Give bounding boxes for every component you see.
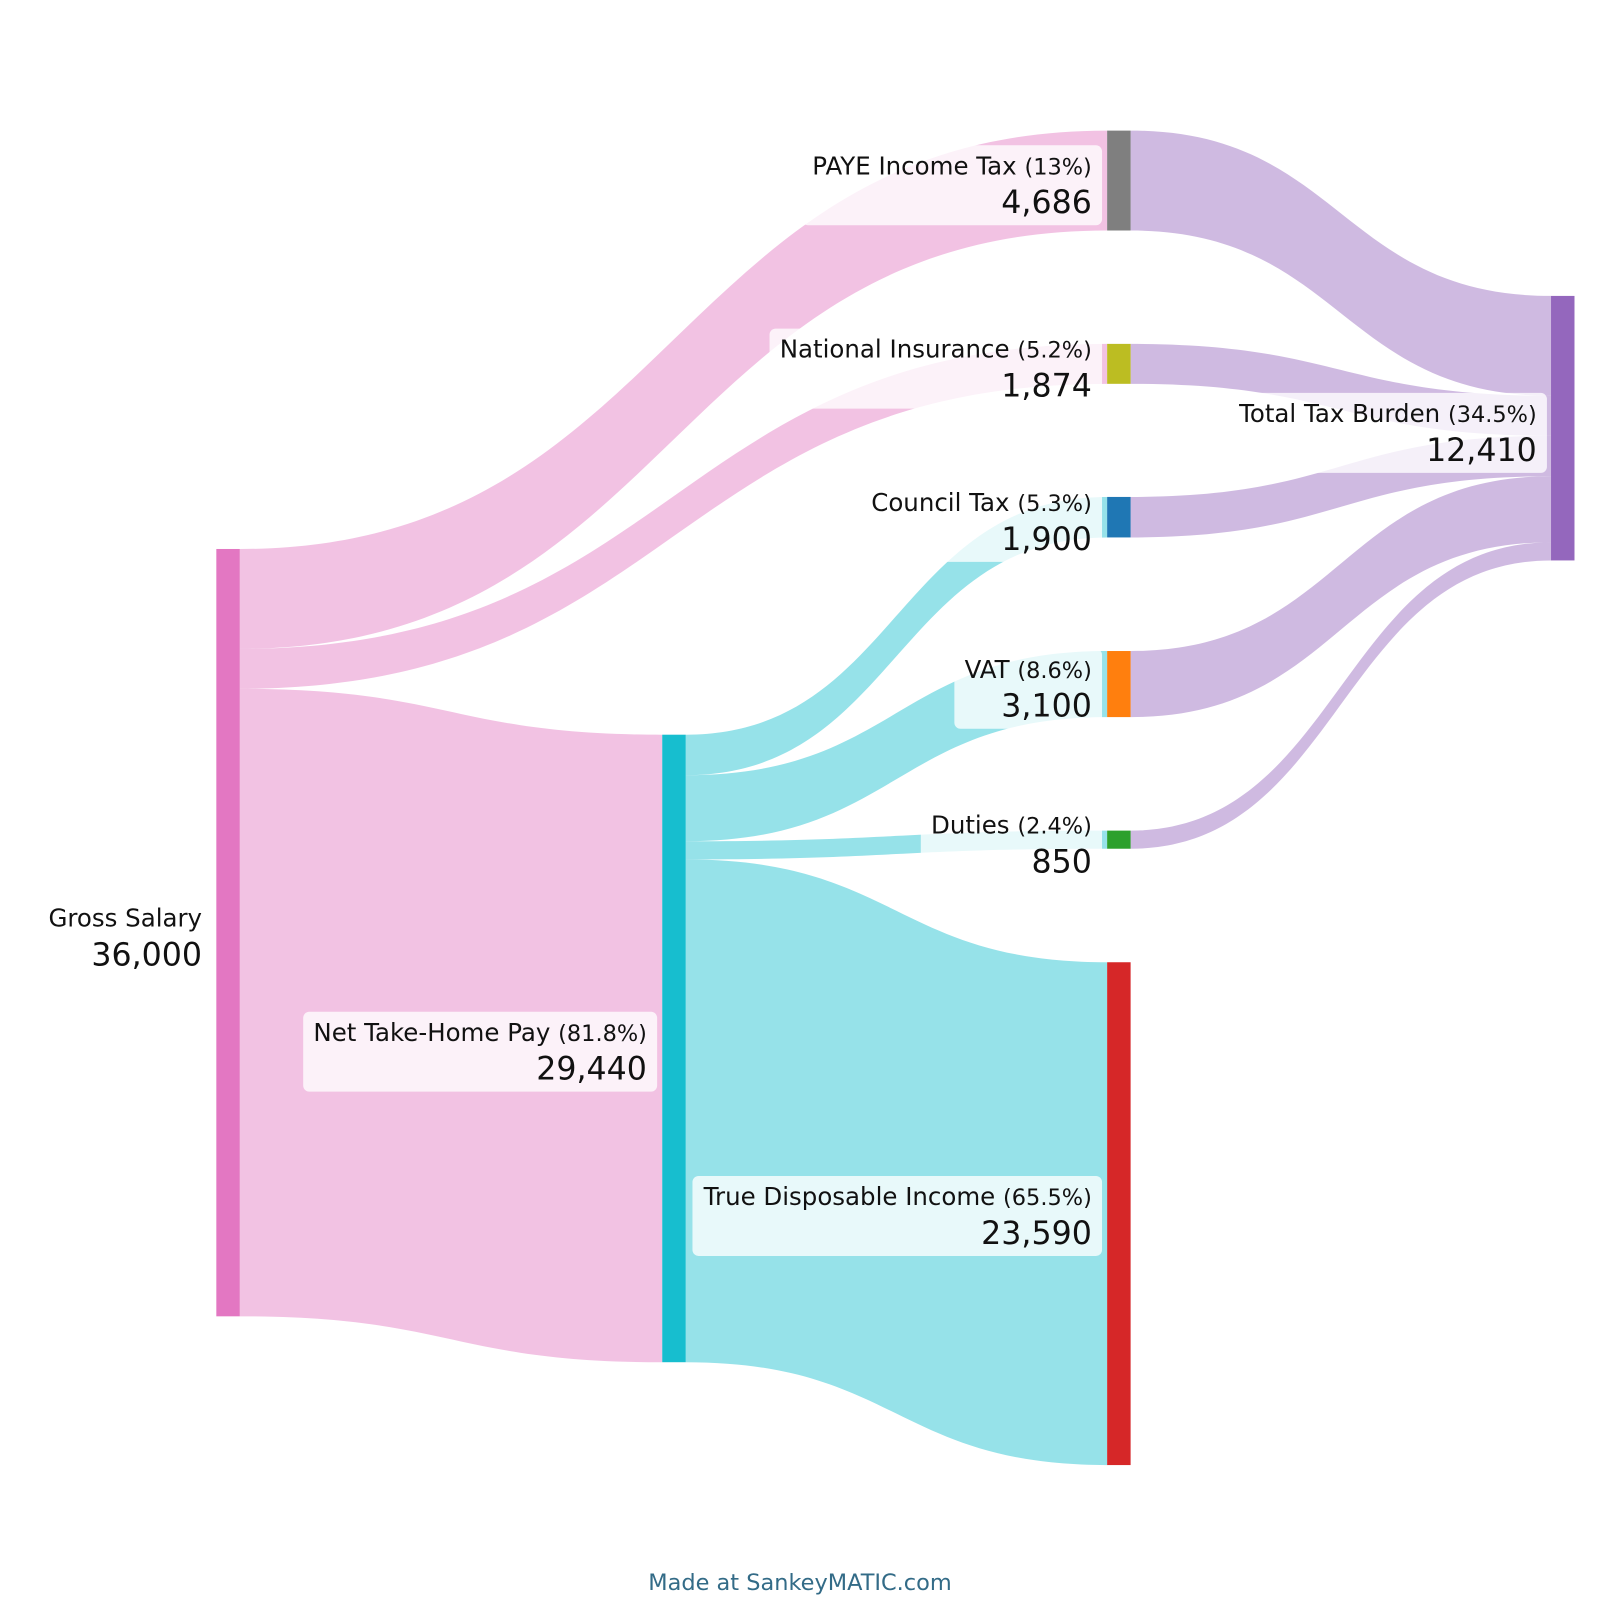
node-value: 29,440 (536, 1052, 647, 1088)
label-background (769, 328, 1103, 409)
node-name-text: Gross Salary (48, 904, 202, 933)
node-duties[interactable] (1107, 830, 1131, 849)
node-name: Council Tax (5.3%) (871, 488, 1092, 517)
label-total: Total Tax Burden (34.5%) 12,410 (1227, 392, 1547, 473)
node-percent: (81.8%) (558, 1021, 647, 1047)
node-total[interactable] (1551, 295, 1575, 561)
label-background (303, 1011, 658, 1092)
node-ni[interactable] (1107, 343, 1131, 384)
label-background (692, 1175, 1103, 1256)
flow-gross-to-ni[interactable] (239, 343, 1108, 689)
label-background (802, 145, 1103, 226)
label-background (920, 804, 1103, 885)
node-name: VAT (8.6%) (965, 655, 1092, 684)
node-name: True Disposable Income (65.5%) (703, 1182, 1092, 1211)
node-net[interactable] (662, 734, 686, 1363)
node-value: 850 (1031, 844, 1091, 880)
sankeymatic-link[interactable]: Made at SankeyMATIC.com (648, 1570, 951, 1596)
flow-net-to-disposable[interactable] (685, 859, 1108, 1466)
node-percent: (5.2%) (1017, 338, 1092, 364)
node-value: 36,000 (91, 937, 202, 973)
label-background (861, 481, 1103, 562)
flow-gross-to-paye[interactable] (239, 130, 1108, 649)
node-percent: (65.5%) (1003, 1185, 1092, 1211)
node-value: 4,686 (1001, 185, 1092, 221)
node-name-text: VAT (965, 655, 1011, 684)
node-name: National Insurance (5.2%) (780, 335, 1092, 364)
node-name-text: True Disposable Income (703, 1182, 996, 1211)
node-percent: (5.3%) (1017, 491, 1092, 517)
node-value: 12,410 (1426, 433, 1537, 469)
node-disposable[interactable] (1107, 962, 1131, 1466)
node-percent: (34.5%) (1448, 402, 1537, 428)
node-council[interactable] (1107, 496, 1131, 538)
node-value: 1,900 (1001, 522, 1092, 558)
label-disposable: True Disposable Income (65.5%) 23,590 (692, 1175, 1103, 1256)
node-percent: (13%) (1024, 154, 1091, 180)
node-name: Gross Salary (48, 904, 202, 933)
node-name-text: Net Take-Home Pay (313, 1018, 550, 1047)
node-name-text: Total Tax Burden (1238, 399, 1440, 428)
node-percent: (8.6%) (1017, 658, 1092, 684)
node-percent: (2.4%) (1017, 814, 1092, 840)
node-name-text: Duties (931, 811, 1010, 840)
node-value: 3,100 (1001, 689, 1092, 725)
label-background (954, 648, 1103, 729)
node-name-text: Council Tax (871, 488, 1009, 517)
node-gross[interactable] (216, 548, 240, 1317)
node-name: PAYE Income Tax (13%) (812, 151, 1092, 180)
flow-vat-to-total[interactable] (1130, 476, 1552, 718)
node-name-text: PAYE Income Tax (812, 151, 1016, 180)
label-council: Council Tax (5.3%) 1,900 (861, 481, 1103, 562)
label-ni: National Insurance (5.2%) 1,874 (769, 328, 1103, 409)
node-paye[interactable] (1107, 130, 1131, 231)
label-background (1227, 392, 1547, 473)
label-gross: Gross Salary 36,000 (48, 904, 202, 974)
flow-duties-to-total[interactable] (1130, 542, 1552, 849)
label-vat: VAT (8.6%) 3,100 (954, 648, 1103, 729)
flow-net-to-council[interactable] (685, 496, 1108, 776)
node-value: 23,590 (981, 1216, 1092, 1252)
flows-layer (239, 130, 1552, 1466)
node-name: Net Take-Home Pay (81.8%) (313, 1018, 647, 1047)
nodes-layer (216, 130, 1575, 1466)
node-name-text: National Insurance (780, 335, 1010, 364)
node-value: 1,874 (1001, 369, 1092, 405)
label-net: Net Take-Home Pay (81.8%) 29,440 (303, 1011, 658, 1092)
node-name: Total Tax Burden (34.5%) (1238, 399, 1537, 428)
labels-layer: Gross Salary 36,000 Net Take-Home Pay (81.… (48, 145, 1547, 1256)
node-vat[interactable] (1107, 651, 1131, 718)
label-paye: PAYE Income Tax (13%) 4,686 (802, 145, 1103, 226)
flow-paye-to-total[interactable] (1130, 130, 1552, 396)
node-name: Duties (2.4%) (931, 811, 1092, 840)
footer-credit[interactable]: Made at SankeyMATIC.com (648, 1570, 951, 1596)
label-duties: Duties (2.4%) 850 (920, 804, 1103, 885)
